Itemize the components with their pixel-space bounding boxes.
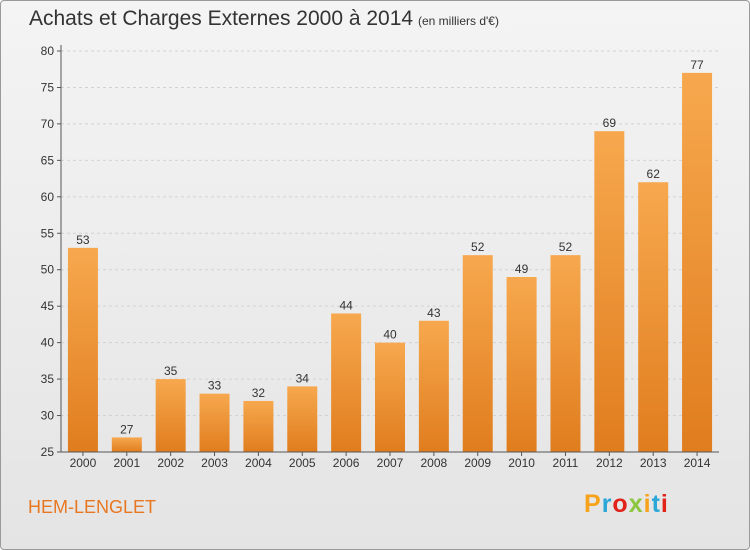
bar-2012 <box>594 131 625 452</box>
x-tick-label-2013: 2013 <box>640 456 667 470</box>
data-label-2006: 44 <box>339 298 353 312</box>
data-label-2014: 77 <box>690 58 704 72</box>
y-tick-label: 75 <box>41 80 55 94</box>
brand-letter: o <box>612 490 629 518</box>
x-tick-label-2004: 2004 <box>245 456 272 470</box>
x-tick-label-2008: 2008 <box>421 456 448 470</box>
chart-title: Achats et Charges Externes 2000 à 2014 <box>29 7 414 30</box>
axes: 25 30 35 40 45 50 55 60 65 70 75 80 2000 2001 2002 2003… <box>41 44 719 470</box>
data-label-2001: 27 <box>120 422 134 436</box>
data-label-2011: 52 <box>559 240 573 254</box>
x-tick-label-2002: 2002 <box>157 456 184 470</box>
data-label-2007: 40 <box>383 328 397 342</box>
x-tick-label-2009: 2009 <box>464 456 491 470</box>
bar-2014 <box>682 72 713 452</box>
chart-unit-note: (en milliers d'€) <box>418 14 499 28</box>
data-label-2008: 43 <box>427 306 441 320</box>
x-tick-label-2007: 2007 <box>377 456 404 470</box>
data-label-2010: 49 <box>515 262 529 276</box>
x-tick-label-2000: 2000 <box>70 456 97 470</box>
data-label-2002: 35 <box>164 364 178 378</box>
bar-2006 <box>331 313 362 452</box>
bar-2009 <box>462 255 493 452</box>
bar-2008 <box>418 320 449 452</box>
y-tick-label: 40 <box>41 336 55 350</box>
data-label-2012: 69 <box>603 116 617 130</box>
x-tick-label-2010: 2010 <box>508 456 535 470</box>
x-tick-label-2001: 2001 <box>113 456 140 470</box>
data-label-2009: 52 <box>471 240 485 254</box>
y-tick-label: 65 <box>41 153 55 167</box>
bar-2001 <box>111 437 142 452</box>
y-tick-label: 60 <box>41 190 55 204</box>
bar-2003 <box>199 393 230 452</box>
bar-2005 <box>287 386 318 452</box>
data-labels: 53 27 35 33 32 34 44 40 43 52 49 52 69 62 77 <box>76 58 704 437</box>
bars <box>67 72 713 452</box>
x-tick-label-2014: 2014 <box>684 456 711 470</box>
y-tick-label: 45 <box>41 299 55 313</box>
y-tick-label: 80 <box>41 44 55 58</box>
bar-2007 <box>375 342 405 452</box>
y-tick-label: 70 <box>41 117 55 131</box>
x-tick-label-2003: 2003 <box>201 456 228 470</box>
town-name: HEM-LENGLET <box>28 497 157 517</box>
bar-2010 <box>506 277 537 452</box>
brand-letter: P <box>584 490 602 518</box>
brand-letter: i <box>660 490 669 518</box>
y-tick-label: 50 <box>41 263 55 277</box>
bar-2000 <box>67 247 98 452</box>
y-tick-label: 25 <box>41 445 55 459</box>
y-tick-label: 35 <box>41 372 55 386</box>
data-label-2003: 33 <box>208 379 222 393</box>
y-tick-label: 30 <box>41 409 55 423</box>
bar-2002 <box>155 379 186 452</box>
x-tick-label-2006: 2006 <box>333 456 360 470</box>
bar-2013 <box>638 182 669 452</box>
bar-2011 <box>550 255 581 452</box>
bar-2004 <box>243 400 274 452</box>
brand-letter: i <box>643 490 652 518</box>
brand-letter: r <box>601 490 613 518</box>
brand-letter: t <box>651 490 661 518</box>
data-label-2005: 34 <box>296 371 310 385</box>
x-tick-label-2005: 2005 <box>289 456 316 470</box>
data-label-2013: 62 <box>647 167 661 181</box>
data-label-2000: 53 <box>76 233 90 247</box>
x-tick-label-2012: 2012 <box>596 456 623 470</box>
proxiti-logo: Proxiti <box>584 490 669 519</box>
data-label-2004: 32 <box>252 386 266 400</box>
brand-letter: x <box>628 490 644 518</box>
y-tick-label: 55 <box>41 226 55 240</box>
x-tick-label-2011: 2011 <box>553 456 579 470</box>
